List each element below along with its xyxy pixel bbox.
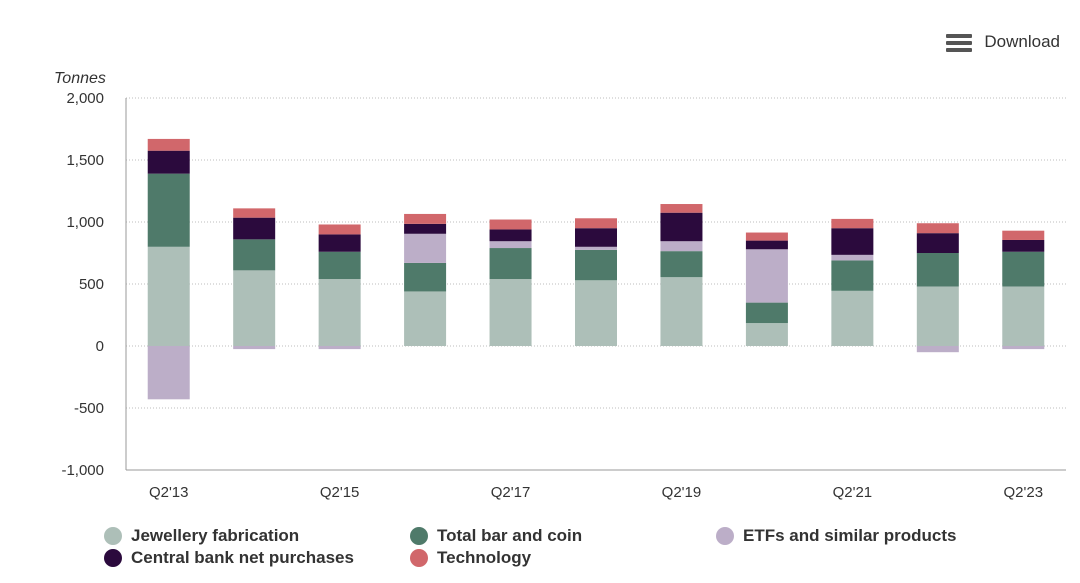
legend-item[interactable]: Total bar and coin <box>410 526 716 546</box>
bar-segment[interactable] <box>1002 346 1045 350</box>
bar-segment[interactable] <box>318 224 361 235</box>
legend-label: Technology <box>437 548 532 567</box>
bar-segment[interactable] <box>318 279 361 346</box>
legend-label: ETFs and similar products <box>743 526 957 545</box>
bar-segment[interactable] <box>1002 230 1045 240</box>
bar-segment[interactable] <box>233 217 276 240</box>
bar-segment[interactable] <box>147 346 190 400</box>
bar-segment[interactable] <box>745 232 788 241</box>
legend-row: Central bank net purchases Technology <box>104 547 1044 569</box>
bar-segment[interactable] <box>233 270 276 346</box>
bar-segment[interactable] <box>660 212 703 242</box>
y-tick-label: 500 <box>79 276 104 293</box>
bar-segment[interactable] <box>745 249 788 303</box>
y-tick-label: -1,000 <box>61 462 104 479</box>
bar-segment[interactable] <box>916 233 959 253</box>
legend-swatch-icon <box>410 549 428 567</box>
legend-swatch-icon <box>104 527 122 545</box>
legend-label: Central bank net purchases <box>131 548 354 567</box>
bar-segment[interactable] <box>233 208 276 218</box>
bar-segment[interactable] <box>831 218 874 229</box>
y-tick-label: -500 <box>74 400 104 417</box>
y-axis-ticks: 2,000 1,500 1,000 500 0 -500 -1,000 <box>61 90 104 479</box>
bar-segment[interactable] <box>489 229 532 242</box>
bar-segment[interactable] <box>489 219 532 230</box>
bar-segment[interactable] <box>831 260 874 291</box>
x-axis-ticks: Q2'13 Q2'15 Q2'17 Q2'19 Q2'21 Q2'23 <box>149 484 1043 501</box>
bar-segment[interactable] <box>660 241 703 252</box>
bar-segment[interactable] <box>233 239 276 271</box>
hamburger-menu-icon[interactable] <box>946 32 973 52</box>
x-tick-label: Q2'15 <box>320 484 360 501</box>
legend-label: Total bar and coin <box>437 526 583 545</box>
bar-segment[interactable] <box>404 233 447 263</box>
legend-item[interactable]: Technology <box>410 548 716 568</box>
x-tick-label: Q2'23 <box>1003 484 1043 501</box>
bar-segment[interactable] <box>404 262 447 292</box>
bar-segment[interactable] <box>916 253 959 287</box>
bar-segment[interactable] <box>489 279 532 346</box>
bar-segment[interactable] <box>916 286 959 346</box>
bar-segment[interactable] <box>318 234 361 252</box>
bar-segment[interactable] <box>745 240 788 250</box>
bar-segment[interactable] <box>745 323 788 346</box>
bar-segment[interactable] <box>147 138 190 151</box>
y-tick-label: 2,000 <box>66 90 104 107</box>
x-tick-label: Q2'13 <box>149 484 189 501</box>
legend-item[interactable]: Central bank net purchases <box>104 548 410 568</box>
bar-segment[interactable] <box>831 228 874 255</box>
bar-segment[interactable] <box>147 173 190 247</box>
legend-item[interactable]: Jewellery fabrication <box>104 526 410 546</box>
bar-segment[interactable] <box>745 302 788 324</box>
bars <box>147 138 1045 400</box>
legend: Jewellery fabrication Total bar and coin E… <box>104 525 1044 569</box>
legend-swatch-icon <box>104 549 122 567</box>
bar-segment[interactable] <box>404 213 447 224</box>
legend-swatch-icon <box>716 527 734 545</box>
download-label: Download <box>984 32 1060 51</box>
download-button[interactable]: Download <box>946 32 1060 52</box>
y-tick-label: 0 <box>96 338 104 355</box>
bar-segment[interactable] <box>404 291 447 346</box>
x-tick-label: Q2'21 <box>833 484 873 501</box>
legend-row: Jewellery fabrication Total bar and coin E… <box>104 525 1044 547</box>
y-axis-label: Tonnes <box>54 70 106 87</box>
y-tick-label: 1,000 <box>66 214 104 231</box>
x-tick-label: Q2'17 <box>491 484 531 501</box>
bar-segment[interactable] <box>831 254 874 261</box>
bar-segment[interactable] <box>660 251 703 278</box>
bar-segment[interactable] <box>575 228 617 247</box>
bar-segment[interactable] <box>489 248 532 280</box>
legend-swatch-icon <box>410 527 428 545</box>
bar-segment[interactable] <box>575 246 617 250</box>
bar-segment[interactable] <box>147 246 190 346</box>
bar-segment[interactable] <box>404 223 447 234</box>
legend-item[interactable]: ETFs and similar products <box>716 526 1022 546</box>
legend-label: Jewellery fabrication <box>131 526 300 545</box>
bar-segment[interactable] <box>916 346 959 353</box>
bar-segment[interactable] <box>660 277 703 346</box>
bar-segment[interactable] <box>147 150 190 174</box>
bar-segment[interactable] <box>1002 239 1045 252</box>
x-tick-label: Q2'19 <box>662 484 702 501</box>
bar-segment[interactable] <box>1002 251 1045 287</box>
bar-segment[interactable] <box>575 218 617 229</box>
y-tick-label: 1,500 <box>66 152 104 169</box>
bar-segment[interactable] <box>831 290 874 346</box>
gridlines <box>126 97 1066 471</box>
bar-segment[interactable] <box>489 241 532 249</box>
bar-segment[interactable] <box>318 346 361 350</box>
bar-segment[interactable] <box>916 223 959 234</box>
bar-segment[interactable] <box>575 249 617 281</box>
bar-segment[interactable] <box>233 346 276 350</box>
bar-segment[interactable] <box>660 204 703 213</box>
bar-segment[interactable] <box>575 280 617 346</box>
bar-segment[interactable] <box>1002 286 1045 346</box>
bar-segment[interactable] <box>318 251 361 280</box>
